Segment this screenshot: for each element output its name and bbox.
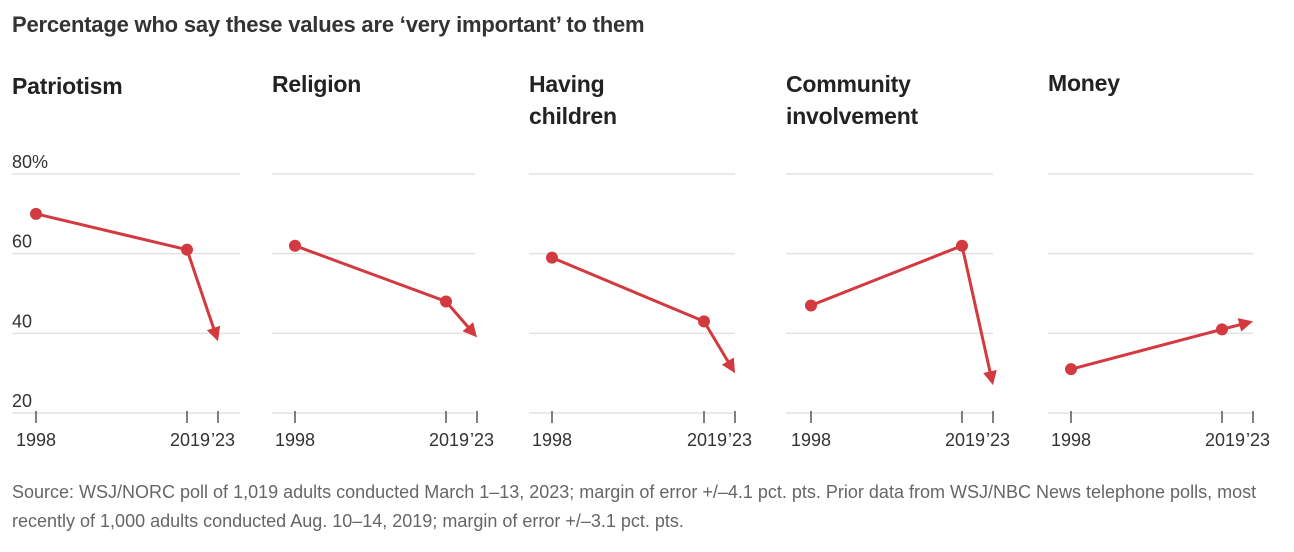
x-tick-label: 1998 (16, 430, 56, 450)
series-line-2019-2023 (960, 244, 992, 373)
series-line-2019-2023 (702, 319, 730, 363)
x-tick-label: 1998 (275, 430, 315, 450)
x-tick-label: 2019 (170, 430, 210, 450)
arrowhead-2023 (983, 369, 997, 386)
x-tick-label: ’23 (1246, 430, 1270, 450)
data-point-1998 (1065, 363, 1077, 376)
panel-title-patriotism: Patriotism (12, 73, 123, 99)
data-point-2019 (181, 243, 193, 256)
x-tick-label: ’23 (470, 430, 494, 450)
x-tick-label: ’23 (986, 430, 1010, 450)
data-point-2019 (956, 239, 968, 252)
x-tick-label: 1998 (532, 430, 572, 450)
arrowhead-2023 (462, 322, 477, 338)
series-line-2019-2023 (185, 248, 216, 330)
y-tick-label: 40 (12, 311, 32, 331)
chart-title: Percentage who say these values are ‘ver… (12, 12, 645, 37)
y-tick-label: 80% (12, 152, 48, 172)
series-line-1998-2019 (550, 256, 706, 323)
series-line-1998-2019 (34, 212, 189, 252)
data-point-1998 (289, 239, 301, 252)
data-point-1998 (30, 207, 42, 220)
x-tick-label: 2019 (687, 430, 727, 450)
data-point-1998 (546, 251, 558, 264)
x-tick-label: 2019 (429, 430, 469, 450)
panel-title-money: Money (1048, 70, 1120, 96)
series-line-1998-2019 (809, 244, 964, 307)
data-point-2019 (440, 295, 452, 308)
y-tick-label: 20 (12, 391, 32, 411)
x-tick-label: 2019 (1205, 430, 1245, 450)
data-point-2019 (1216, 323, 1228, 336)
x-tick-label: ’23 (211, 430, 235, 450)
panel-title-community-involvement: Community involvement (786, 71, 919, 129)
data-point-1998 (805, 299, 817, 312)
data-point-2019 (698, 315, 710, 328)
x-tick-label: 1998 (791, 430, 831, 450)
series-line-1998-2019 (293, 244, 448, 303)
source-note: Source: WSJ/NORC poll of 1,019 adults co… (12, 482, 1257, 531)
series-line-1998-2019 (1069, 327, 1224, 371)
panel-title-religion: Religion (272, 71, 362, 97)
arrowhead-2023 (1237, 318, 1253, 332)
x-tick-label: 1998 (1051, 430, 1091, 450)
panel-title-having-children: Having children (529, 71, 617, 129)
arrowhead-2023 (206, 325, 221, 342)
x-tick-label: ’23 (728, 430, 752, 450)
arrowhead-2023 (721, 357, 735, 374)
y-tick-label: 60 (12, 232, 32, 252)
x-tick-label: 2019 (945, 430, 985, 450)
